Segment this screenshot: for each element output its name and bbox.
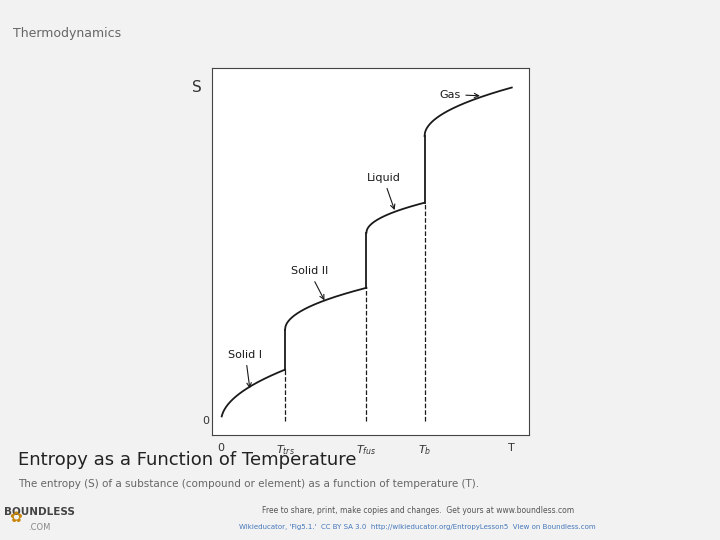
Text: T: T: [508, 443, 515, 453]
Text: BOUNDLESS: BOUNDLESS: [4, 507, 75, 517]
Text: Gas: Gas: [439, 90, 479, 99]
Text: Solid II: Solid II: [291, 266, 328, 299]
Text: $T_{trs}$: $T_{trs}$: [276, 443, 294, 457]
Text: S: S: [192, 80, 202, 95]
Text: 0: 0: [217, 443, 225, 453]
Text: Free to share, print, make copies and changes.  Get yours at www.boundless.com: Free to share, print, make copies and ch…: [261, 505, 574, 515]
Text: Solid I: Solid I: [228, 350, 262, 387]
Text: Liquid: Liquid: [366, 173, 400, 209]
Text: $T_b$: $T_b$: [418, 443, 431, 457]
Text: 0: 0: [202, 416, 210, 427]
Text: Entropy as a Function of Temperature: Entropy as a Function of Temperature: [18, 451, 356, 469]
Text: The entropy (S) of a substance (compound or element) as a function of temperatur: The entropy (S) of a substance (compound…: [18, 479, 479, 489]
Text: Thermodynamics: Thermodynamics: [13, 27, 121, 40]
Text: $T_{fus}$: $T_{fus}$: [356, 443, 377, 457]
Text: ✿: ✿: [9, 510, 22, 525]
Text: Wikieducator, 'Fig5.1.'  CC BY SA 3.0  http://wikieducator.org/EntropyLesson5  V: Wikieducator, 'Fig5.1.' CC BY SA 3.0 htt…: [239, 524, 596, 530]
Text: .COM: .COM: [28, 523, 51, 532]
